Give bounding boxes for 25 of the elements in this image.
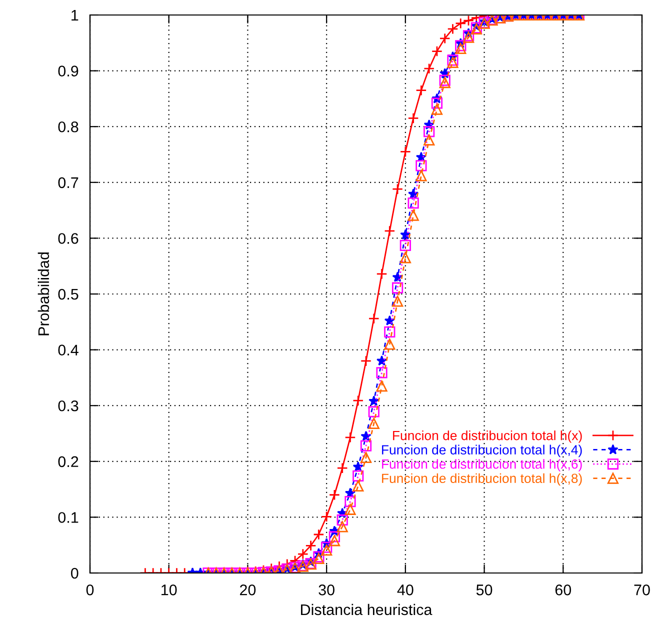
legend-label: Funcion de distribucion total h(x,6)	[382, 459, 582, 472]
x-tick-label: 60	[555, 584, 572, 596]
legend-label: Funcion de distribucion total h(x,8)	[382, 473, 582, 486]
y-tick-label: 0.8	[58, 121, 78, 132]
y-tick-label: 0.1	[58, 512, 78, 523]
x-tick-label: 70	[634, 584, 650, 596]
y-tick-label: 0.4	[58, 344, 78, 356]
y-tick-label: 0.6	[58, 233, 78, 244]
y-tick-label: 0	[70, 568, 78, 579]
x-tick-label: 30	[318, 584, 334, 596]
y-tick-label: 0.5	[58, 288, 78, 300]
y-tick-label: 0.9	[58, 66, 78, 76]
x-tick-label: 0	[86, 584, 94, 596]
y-tick-label: 0.2	[58, 456, 78, 468]
x-tick-label: 40	[397, 584, 414, 596]
y-axis-title: Probabilidad	[38, 252, 50, 336]
y-tick-label: 0.3	[58, 400, 78, 412]
x-tick-label: 50	[476, 584, 492, 596]
x-tick-label: 10	[162, 584, 177, 596]
x-tick-label: 20	[240, 584, 256, 596]
x-axis-title: Distancia heuristica	[301, 604, 432, 616]
legend-label: Funcion de distribucion total h(x,4)	[382, 444, 582, 458]
y-tick-label: 1	[72, 10, 78, 21]
y-tick-label: 0.7	[58, 177, 78, 188]
legend-label: Funcion de distribucion total h(x)	[393, 430, 582, 443]
